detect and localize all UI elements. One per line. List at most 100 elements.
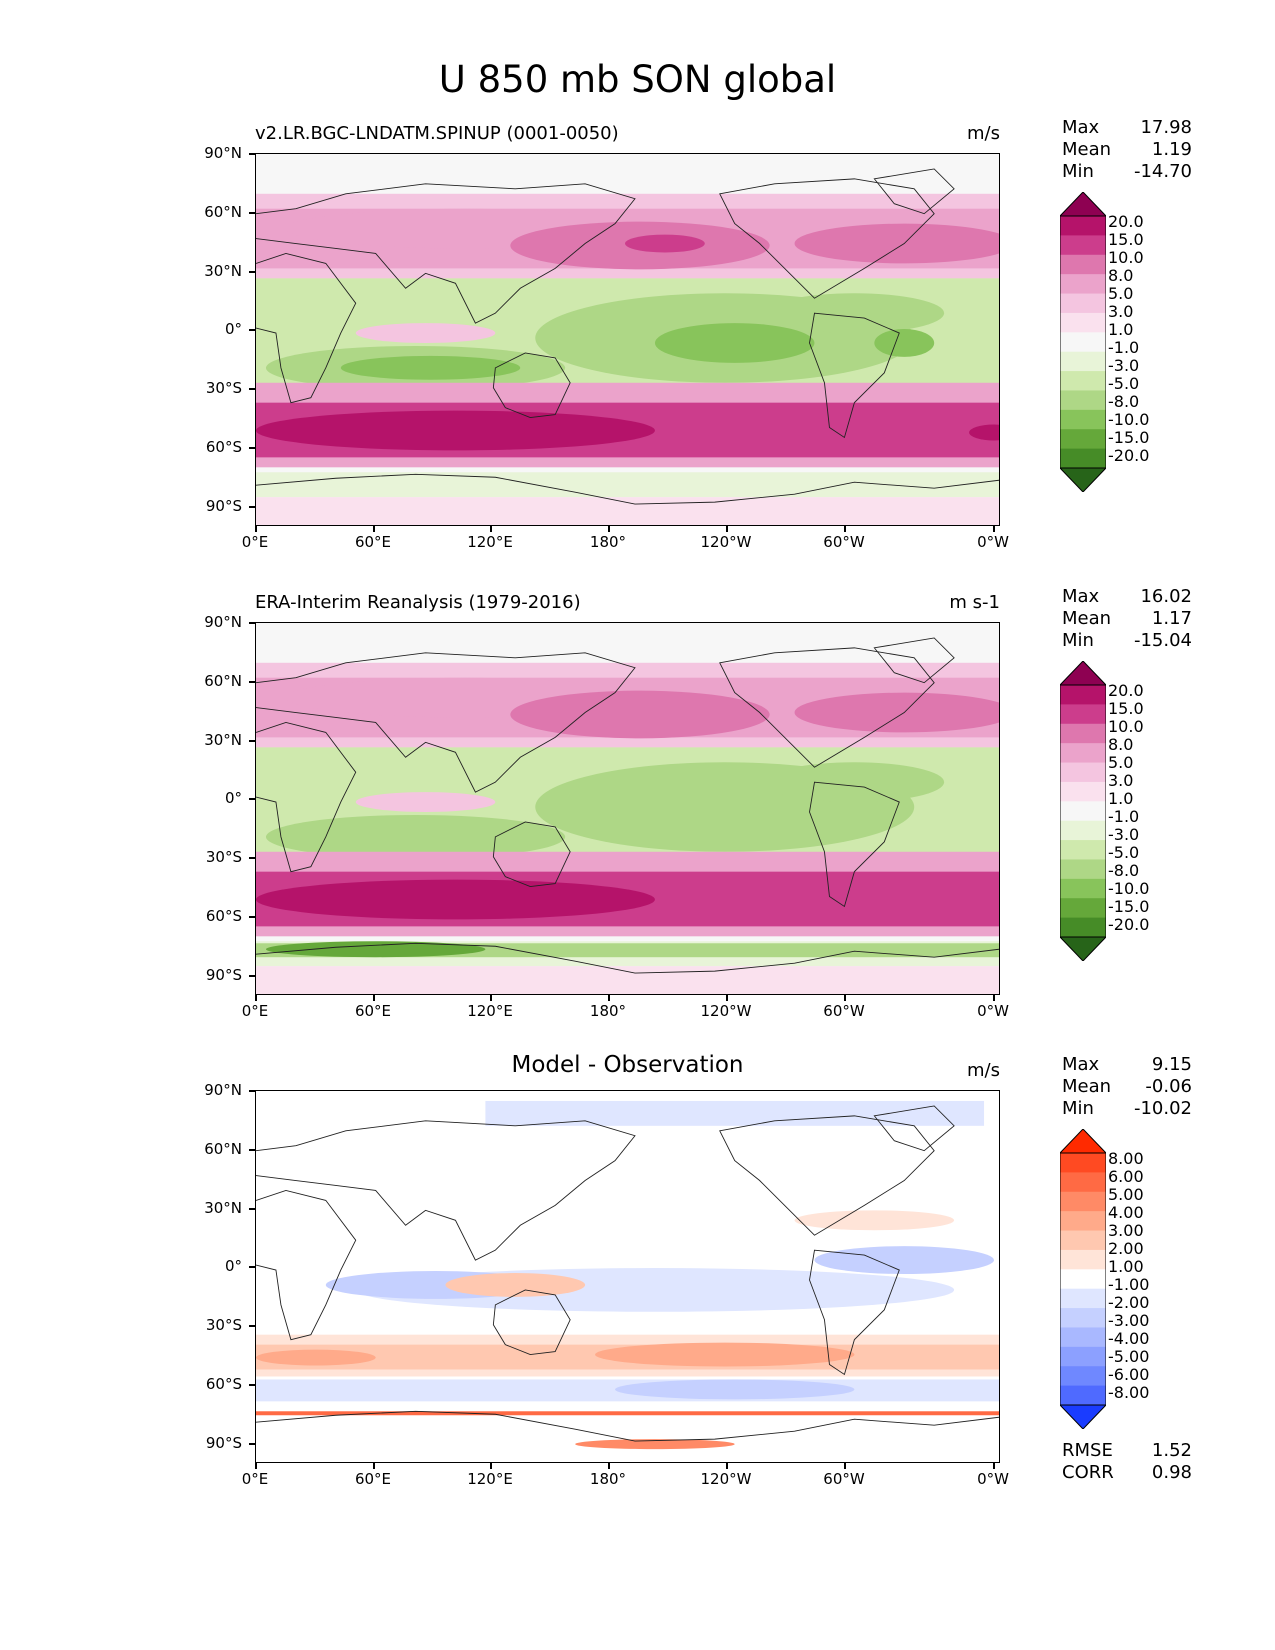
lon-tick-label: 120°W	[700, 533, 752, 551]
colorbar-level-label: -20.0	[1108, 446, 1150, 465]
coastline-north-america	[719, 178, 935, 299]
lon-tick-label: 60°W	[823, 1470, 865, 1488]
lat-tick	[249, 1384, 255, 1386]
metric-value: 0.98	[1151, 1462, 1192, 1483]
colorbar-level-label: 6.00	[1108, 1167, 1144, 1186]
metrics-box: RMSE 1.52 CORR 0.98	[1062, 1440, 1192, 1484]
lon-tick	[726, 526, 728, 532]
lat-tick	[249, 975, 255, 977]
lat-tick-label: 30°N	[204, 1199, 242, 1217]
colorbar-segment	[1060, 235, 1106, 256]
colorbar-level-label: -1.0	[1108, 807, 1140, 826]
lon-tick	[993, 526, 995, 532]
map-plot	[255, 622, 1000, 995]
lat-tick	[249, 1443, 255, 1445]
lon-tick	[490, 526, 492, 532]
coastline-eurasia	[256, 652, 636, 793]
lon-tick	[490, 1463, 492, 1469]
lat-tick	[249, 212, 255, 214]
colorbar-segment	[1060, 1308, 1106, 1328]
coastline-south-america	[809, 781, 900, 908]
panel-model: v2.LR.BGC-LNDATM.SPINUP (0001-0050) m/s 90…	[0, 115, 1275, 555]
lon-tick-label: 60°W	[823, 533, 865, 551]
coastline-australia	[492, 352, 571, 419]
lon-tick-label: 0°E	[241, 533, 269, 551]
stat-name: Mean	[1062, 1076, 1112, 1097]
lon-tick-label: 60°E	[354, 1470, 392, 1488]
lon-tick-label: 0°W	[977, 533, 1009, 551]
colorbar-level-label: -5.0	[1108, 374, 1140, 393]
lon-tick	[255, 526, 257, 532]
lat-tick-label: 60°S	[205, 1375, 242, 1393]
colorbar-level-label: 3.00	[1108, 1221, 1144, 1240]
stat-row: Mean 1.17	[1062, 608, 1192, 630]
colorbar-level-label: 15.0	[1108, 699, 1144, 718]
stat-value: 9.15	[1151, 1054, 1192, 1075]
colorbar-level-label: 1.0	[1108, 789, 1134, 808]
metric-value: 1.52	[1151, 1440, 1192, 1461]
colorbar-segment	[1060, 1172, 1106, 1193]
lat-tick-label: 60°N	[204, 1140, 242, 1158]
lon-tick-label: 60°E	[354, 1002, 392, 1020]
lon-tick	[373, 526, 375, 532]
colorbar-level-label: -3.0	[1108, 356, 1140, 375]
coastline-africa	[256, 1189, 357, 1341]
coastline-north-america	[719, 647, 935, 768]
colorbar-level-label: 4.00	[1108, 1203, 1144, 1222]
lat-tick-label: 0°	[224, 320, 242, 338]
lon-tick	[490, 995, 492, 1001]
lat-tick	[249, 857, 255, 859]
colorbar-level-label: -15.0	[1108, 897, 1150, 916]
lat-tick	[249, 1090, 255, 1092]
colorbar-segment	[1060, 1211, 1106, 1232]
colorbar-segment	[1060, 685, 1106, 705]
colorbar-segment	[1060, 254, 1106, 275]
lon-tick	[993, 1463, 995, 1469]
lat-tick-label: 60°S	[205, 438, 242, 456]
stat-name: Mean	[1062, 139, 1112, 160]
lon-tick	[608, 526, 610, 532]
lon-tick	[255, 1463, 257, 1469]
lon-tick-label: 60°E	[354, 533, 392, 551]
colorbar-segment	[1060, 216, 1106, 236]
colorbar-level-label: -10.0	[1108, 410, 1150, 429]
lat-tick	[249, 271, 255, 273]
colorbar-segment	[1060, 1191, 1106, 1212]
colorbar-level-label: 1.0	[1108, 320, 1134, 339]
colorbar-level-label: 20.0	[1108, 681, 1144, 700]
lon-tick-label: 180°	[589, 1002, 627, 1020]
colorbar-segment	[1060, 1230, 1106, 1251]
colorbar-segment	[1060, 1327, 1106, 1348]
map-plot	[255, 153, 1000, 526]
lon-tick-label: 0°W	[977, 1470, 1009, 1488]
coastline-antarctica	[256, 942, 999, 974]
colorbar-segment	[1060, 878, 1106, 899]
colorbar-level-label: -8.00	[1108, 1383, 1150, 1402]
figure-title: U 850 mb SON global	[438, 58, 837, 101]
colorbar-level-label: -8.0	[1108, 861, 1140, 880]
colorbar-level-label: -5.0	[1108, 843, 1140, 862]
stat-row: Min -14.70	[1062, 161, 1192, 183]
colorbar-level-label: 15.0	[1108, 230, 1144, 249]
lon-tick-label: 120°W	[700, 1002, 752, 1020]
colorbar-segment	[1060, 1288, 1106, 1309]
colorbar-level-label: 8.00	[1108, 1149, 1144, 1168]
lat-tick-label: 90°N	[204, 613, 242, 631]
colorbar-segment	[1060, 704, 1106, 725]
stat-name: Max	[1062, 117, 1100, 138]
coastline-africa	[256, 252, 357, 404]
colorbar-level-label: 5.0	[1108, 284, 1134, 303]
metric-name: RMSE	[1062, 1440, 1113, 1461]
colorbar-level-label: 3.0	[1108, 771, 1134, 790]
lat-tick	[249, 798, 255, 800]
lat-tick-label: 60°S	[205, 907, 242, 925]
lon-tick	[726, 1463, 728, 1469]
colorbar-segment	[1060, 820, 1106, 841]
colorbar-level-label: 5.0	[1108, 753, 1134, 772]
colorbar-segment	[1060, 390, 1106, 411]
colorbar-labels: 20.0 15.0 10.0 8.0 5.0 3.0 1.0 -1.0 -3.0 -5.0 -8.0…	[1108, 682, 1178, 934]
coastline-eurasia	[256, 1120, 636, 1261]
colorbar-level-label: -1.00	[1108, 1275, 1150, 1294]
colorbar-level-label: -2.00	[1108, 1293, 1150, 1312]
stat-name: Min	[1062, 161, 1094, 182]
